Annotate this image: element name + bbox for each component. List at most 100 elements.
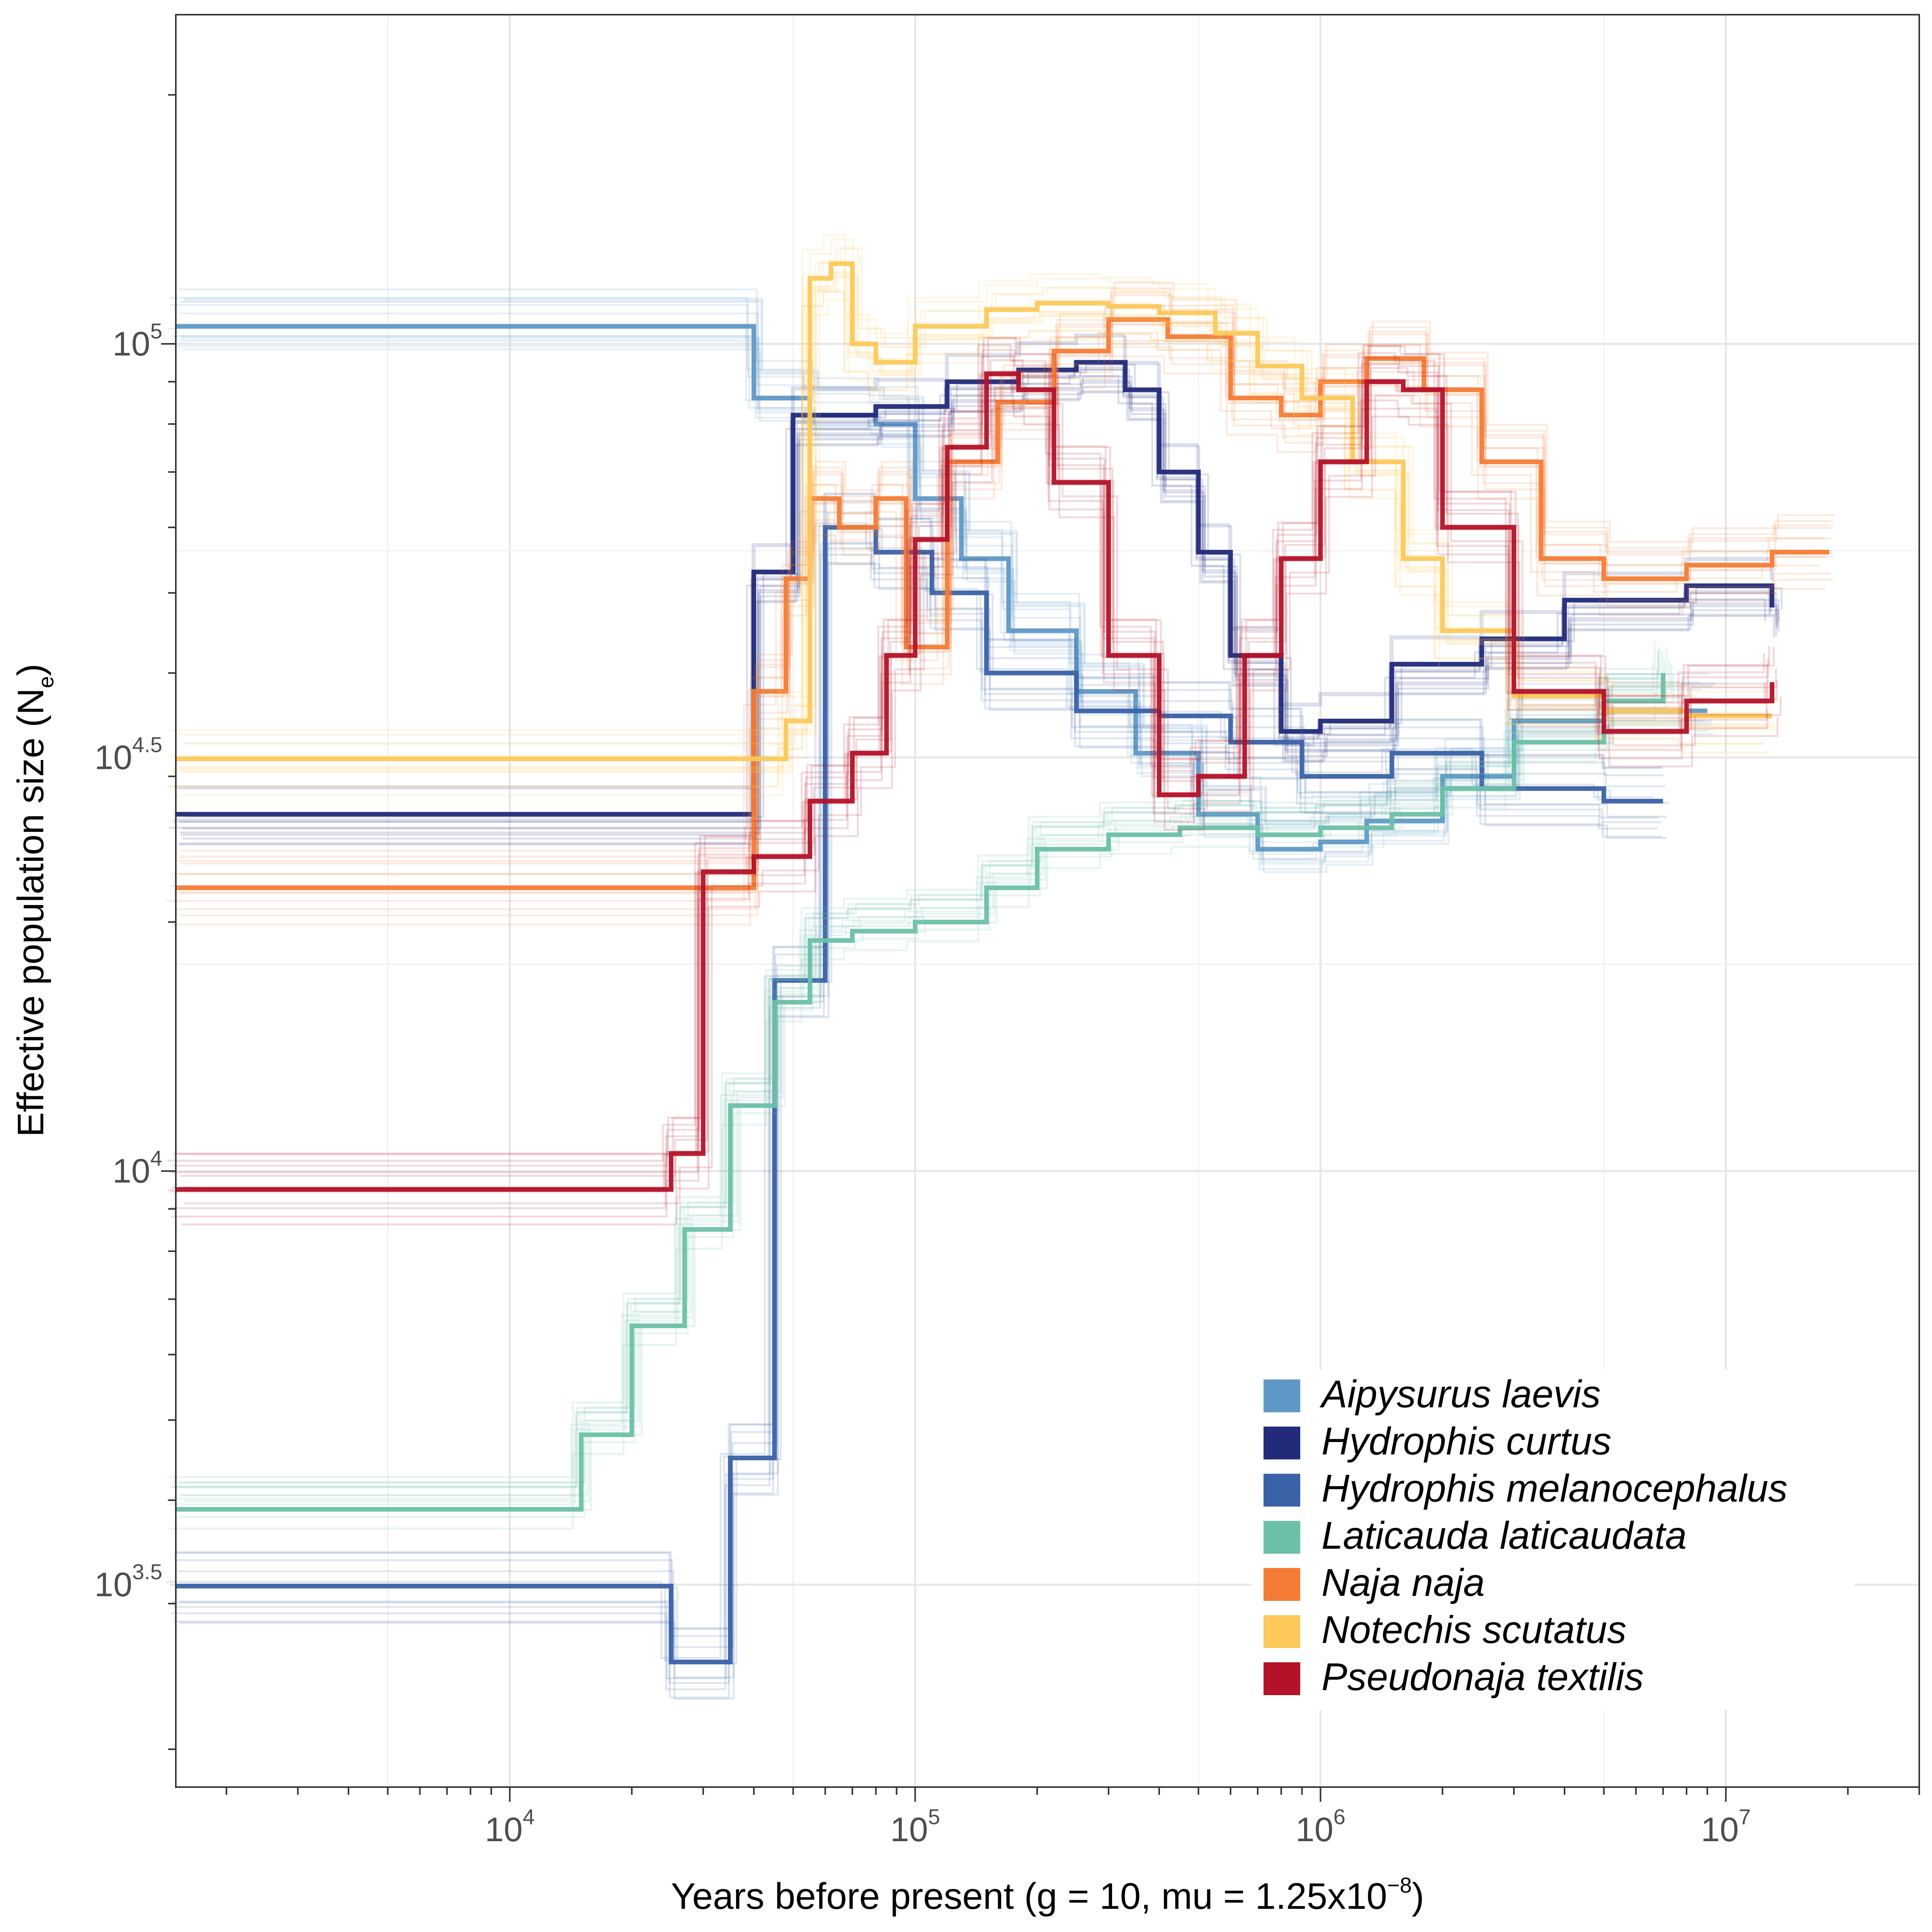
legend-label: Hydrophis melanocephalus (1321, 1467, 1787, 1510)
bootstrap-line (176, 335, 1774, 789)
bootstrap-line (169, 375, 1766, 829)
bootstrap-line (181, 382, 1778, 836)
bootstrap-line (179, 680, 1667, 1518)
bootstrap-line (179, 542, 1667, 1679)
bootstrap-line (179, 287, 1833, 858)
bootstrap-line (173, 337, 1770, 1155)
bootstrap-line (182, 348, 1713, 873)
series-line (176, 317, 1830, 890)
bootstrap-line (171, 554, 1658, 1690)
bootstrap-line (174, 366, 1772, 821)
bootstrap-line (179, 340, 1711, 865)
legend-swatch (1264, 1379, 1300, 1412)
bootstrap-line (180, 294, 1834, 865)
bootstrap-line (170, 525, 1657, 1662)
bootstrap-line (171, 400, 1769, 1218)
bootstrap-line (169, 668, 1658, 1505)
bootstrap-line (185, 248, 1782, 745)
plot-border (175, 14, 1920, 1788)
bootstrap-line (181, 247, 1778, 744)
series-laticauda-laticaudata (166, 641, 1674, 1530)
bootstrap-line (180, 337, 1712, 862)
legend-swatch (1264, 1662, 1300, 1695)
bootstrap-line (170, 275, 1767, 772)
legend-swatch (1264, 1521, 1300, 1554)
bootstrap-line (168, 234, 1765, 731)
bootstrap-line (183, 299, 1715, 825)
series-line (176, 525, 1663, 1665)
bootstrap-line (182, 376, 1780, 830)
y-tick-label: 103.5 (94, 1560, 162, 1604)
y-tick-label: 104.5 (94, 732, 162, 776)
y-tick-label: 105 (112, 319, 162, 363)
bootstrap-line (168, 291, 1765, 788)
bootstrap-line (167, 290, 1764, 787)
bootstrap-line (172, 646, 1660, 1484)
bootstrap-line (172, 355, 1826, 926)
bootstrap-line (179, 323, 1833, 893)
series-line (176, 371, 1774, 1192)
bootstrap-line (182, 386, 1780, 840)
bootstrap-line (184, 665, 1672, 1502)
bootstrap-line (179, 646, 1668, 1483)
x-tick-label: 107 (1701, 1804, 1751, 1849)
bootstrap-line (174, 333, 1772, 787)
bootstrap-line (170, 375, 1767, 1193)
series-lines (166, 234, 1835, 1700)
x-axis-title: Years before present (g = 10, mu = 1.25x… (671, 1873, 1424, 1917)
bootstrap-line (171, 543, 1659, 1679)
series-hydrophis-melanocephalus (166, 492, 1669, 1700)
bootstrap-line (167, 344, 1765, 1162)
legend-swatch (1264, 1427, 1300, 1459)
series-pseudonaja-textilis (167, 337, 1782, 1226)
bootstrap-line (169, 297, 1701, 822)
series-notechis-scutatus (167, 234, 1782, 797)
series-line (176, 261, 1772, 761)
bootstrap-line (181, 408, 1779, 1226)
bootstrap-line (170, 650, 1659, 1488)
bootstrap-line (171, 355, 1768, 1173)
bootstrap-line (184, 298, 1716, 823)
bootstrap-line (167, 692, 1656, 1530)
bootstrap-line (179, 563, 1667, 1700)
bootstrap-line (177, 391, 1775, 846)
y-axis-title: Effective population size (Ne) (10, 664, 58, 1137)
bootstrap-line (179, 312, 1711, 837)
legend-label: Pseudonaja textilis (1321, 1655, 1644, 1699)
bootstrap-line (170, 304, 1702, 829)
x-tick-label: 105 (890, 1804, 940, 1849)
legend-label: Notechis scutatus (1321, 1608, 1626, 1651)
series-hydrophis-curtus (169, 333, 1783, 846)
bootstrap-line (166, 522, 1653, 1659)
legend-swatch (1264, 1474, 1300, 1507)
bootstrap-line (171, 651, 1660, 1489)
bootstrap-line (172, 299, 1769, 797)
legend-label: Aipysurus laevis (1320, 1372, 1601, 1416)
bootstrap-line (185, 364, 1783, 818)
bootstrap-line (184, 386, 1782, 1204)
x-tick-label: 104 (485, 1804, 535, 1849)
series-line (176, 673, 1665, 1512)
bootstrap-line (180, 369, 1777, 823)
bootstrap-line (182, 281, 1835, 852)
bootstrap-line (172, 304, 1826, 875)
bootstrap-line (170, 391, 1768, 1209)
bootstrap-line (166, 662, 1654, 1500)
legend-label: Hydrophis curtus (1321, 1420, 1611, 1463)
bootstrap-line (171, 371, 1769, 1189)
legend-swatch (1264, 1615, 1300, 1648)
bootstrap-line (180, 371, 1778, 1189)
bootstrap-line (182, 276, 1778, 774)
bootstrap-line (168, 373, 1766, 1191)
bootstrap-line (180, 390, 1777, 844)
bootstrap-line (179, 304, 1832, 875)
series-line (176, 360, 1774, 817)
legend-box (1252, 1370, 1855, 1710)
legend-label: Laticauda laticaudata (1321, 1514, 1687, 1557)
legend-swatch (1264, 1568, 1300, 1601)
y-tick-label: 104 (112, 1146, 162, 1190)
legend-label: Naja naja (1321, 1561, 1485, 1604)
